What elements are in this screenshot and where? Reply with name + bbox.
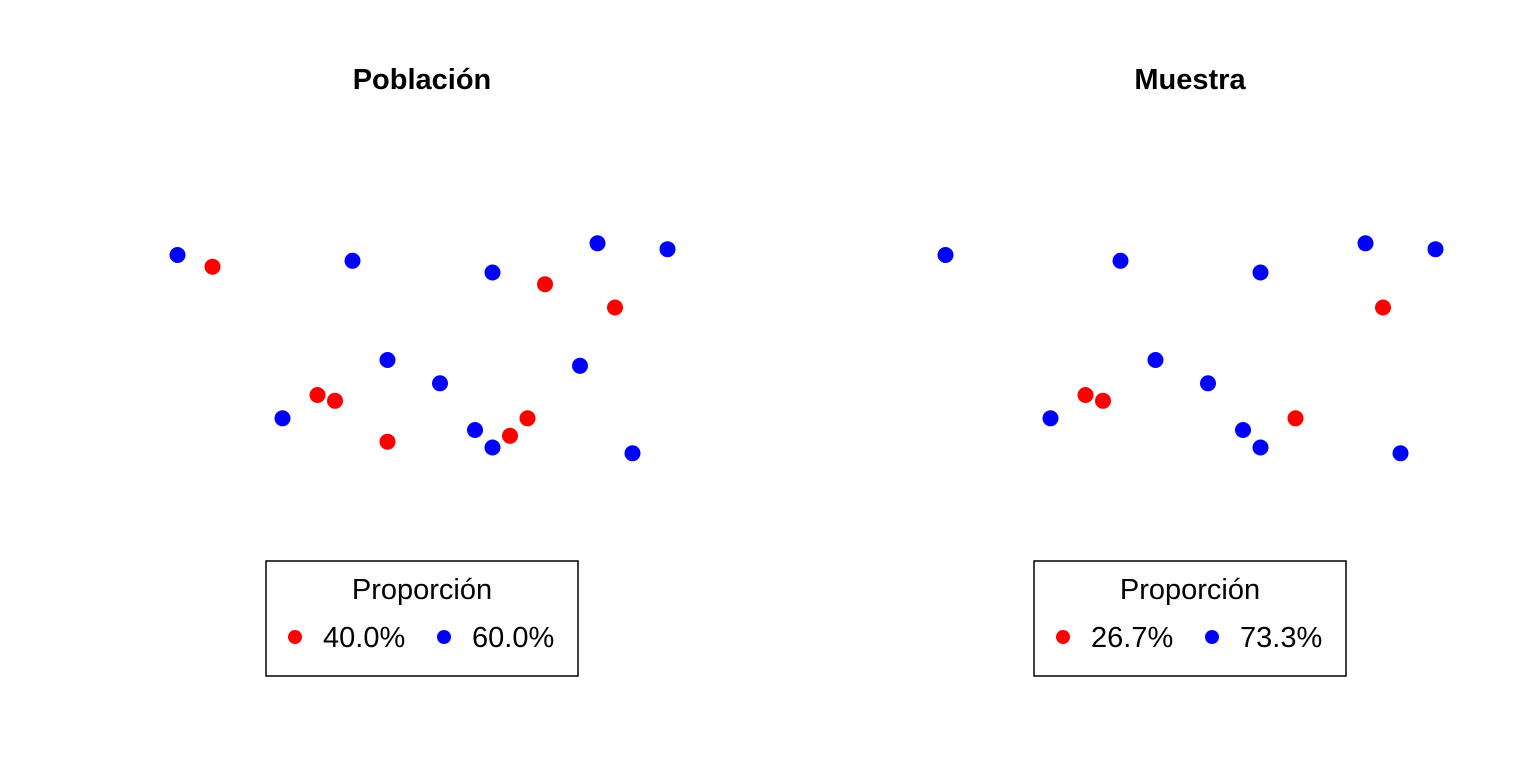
data-point xyxy=(169,247,186,263)
data-point xyxy=(1252,439,1269,456)
data-point xyxy=(607,299,623,316)
legend-label-red: 40.0% xyxy=(323,622,405,654)
legend: Proporción 26.7% 73.3% xyxy=(1033,560,1347,677)
data-point xyxy=(1112,252,1129,269)
data-point xyxy=(589,235,606,252)
data-point xyxy=(432,375,448,392)
data-point xyxy=(484,439,501,456)
data-point xyxy=(467,422,483,438)
legend-label-blue: 73.3% xyxy=(1240,622,1322,654)
data-point xyxy=(344,252,361,269)
panel-poblacion: Población Proporción 40.0% 60.0% xyxy=(169,64,676,677)
data-point xyxy=(309,387,326,403)
data-point xyxy=(274,410,291,427)
data-point xyxy=(1287,410,1304,427)
data-point xyxy=(572,357,588,374)
legend-marker-red xyxy=(1056,630,1070,644)
data-point xyxy=(327,392,343,409)
data-point xyxy=(1200,375,1216,392)
data-point xyxy=(1042,410,1059,427)
data-point xyxy=(1392,445,1409,462)
data-point xyxy=(1147,352,1164,368)
data-point xyxy=(624,445,641,462)
legend-marker-red xyxy=(288,630,302,644)
data-point xyxy=(1357,235,1374,252)
data-point xyxy=(484,264,501,281)
legend-title: Proporción xyxy=(1120,574,1260,606)
panel-muestra: Muestra Proporción 26.7% 73.3% xyxy=(937,64,1444,677)
data-point xyxy=(537,276,553,293)
data-point xyxy=(502,427,518,444)
legend-marker-blue xyxy=(1205,630,1219,644)
legend-label-blue: 60.0% xyxy=(472,622,554,654)
data-points xyxy=(169,235,676,462)
data-points xyxy=(937,235,1444,462)
legend-label-red: 26.7% xyxy=(1091,622,1173,654)
data-point xyxy=(659,241,676,258)
data-point xyxy=(937,247,954,263)
data-point xyxy=(1077,387,1094,403)
data-point xyxy=(379,352,396,368)
data-point xyxy=(1235,422,1251,438)
data-point xyxy=(379,433,396,450)
data-point xyxy=(1375,299,1391,316)
data-point xyxy=(1095,392,1111,409)
legend-title: Proporción xyxy=(352,574,492,606)
legend: Proporción 40.0% 60.0% xyxy=(265,560,579,677)
legend-box xyxy=(1033,560,1347,677)
legend-marker-blue xyxy=(437,630,451,644)
chart-title: Muestra xyxy=(1134,64,1246,96)
data-point xyxy=(1427,241,1444,258)
chart-title: Población xyxy=(353,64,492,96)
legend-box xyxy=(265,560,579,677)
data-point xyxy=(204,258,221,275)
data-point xyxy=(519,410,536,427)
data-point xyxy=(1252,264,1269,281)
